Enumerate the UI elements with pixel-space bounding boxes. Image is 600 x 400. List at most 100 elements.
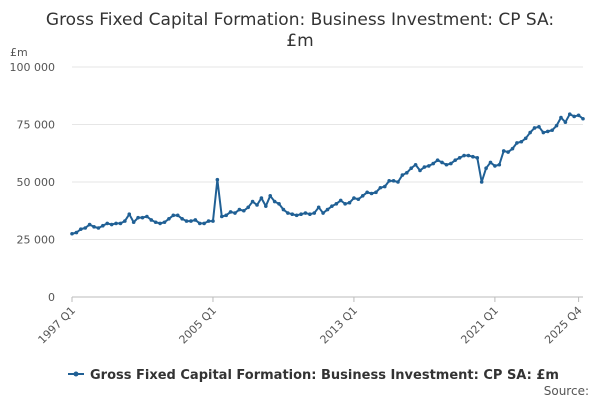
data-point[interactable]: [559, 115, 563, 120]
data-point[interactable]: [519, 139, 524, 144]
data-point[interactable]: [427, 164, 431, 168]
data-point[interactable]: [197, 221, 202, 226]
data-point[interactable]: [453, 158, 458, 162]
data-point[interactable]: [369, 191, 374, 196]
data-point[interactable]: [554, 123, 559, 128]
data-point[interactable]: [242, 208, 246, 213]
data-point[interactable]: [387, 179, 391, 183]
data-point[interactable]: [87, 222, 92, 227]
data-point[interactable]: [537, 125, 541, 129]
data-point[interactable]: [356, 197, 361, 202]
data-point[interactable]: [255, 203, 259, 207]
data-point[interactable]: [532, 126, 537, 130]
data-point[interactable]: [431, 161, 436, 166]
data-point[interactable]: [281, 207, 286, 212]
data-point[interactable]: [109, 222, 114, 227]
data-point[interactable]: [422, 165, 427, 169]
data-point[interactable]: [299, 212, 303, 216]
data-point[interactable]: [510, 146, 515, 151]
data-point[interactable]: [224, 213, 228, 218]
data-point[interactable]: [140, 215, 145, 220]
data-point[interactable]: [171, 213, 176, 218]
data-point[interactable]: [528, 130, 532, 135]
data-point[interactable]: [523, 136, 528, 141]
data-point[interactable]: [286, 211, 290, 215]
data-point[interactable]: [545, 129, 550, 134]
data-point[interactable]: [290, 212, 295, 216]
data-point[interactable]: [338, 198, 343, 203]
data-point[interactable]: [506, 150, 510, 154]
data-point[interactable]: [343, 202, 347, 206]
data-point[interactable]: [404, 171, 409, 175]
data-point[interactable]: [268, 194, 273, 198]
data-point[interactable]: [149, 218, 154, 222]
data-point[interactable]: [563, 120, 568, 124]
data-point[interactable]: [396, 180, 400, 184]
data-point[interactable]: [360, 194, 365, 198]
data-point[interactable]: [250, 199, 255, 204]
data-point[interactable]: [400, 173, 405, 177]
data-point[interactable]: [162, 220, 167, 225]
data-point[interactable]: [131, 220, 136, 225]
data-point[interactable]: [92, 225, 96, 229]
data-point[interactable]: [325, 207, 330, 212]
data-point[interactable]: [413, 162, 418, 167]
data-point[interactable]: [312, 211, 317, 215]
data-point[interactable]: [541, 130, 546, 135]
data-point[interactable]: [228, 210, 233, 214]
data-point[interactable]: [114, 221, 118, 226]
data-point[interactable]: [215, 177, 220, 182]
data-point[interactable]: [484, 166, 488, 170]
data-point[interactable]: [572, 114, 576, 119]
data-point[interactable]: [175, 213, 180, 218]
data-point[interactable]: [391, 179, 396, 183]
data-point[interactable]: [202, 221, 206, 226]
data-point[interactable]: [189, 219, 193, 223]
data-point[interactable]: [576, 113, 581, 118]
data-point[interactable]: [347, 200, 352, 205]
data-point[interactable]: [206, 219, 211, 223]
data-point[interactable]: [471, 154, 475, 159]
data-point[interactable]: [581, 116, 585, 121]
data-point[interactable]: [449, 161, 453, 166]
data-point[interactable]: [550, 128, 554, 133]
data-point[interactable]: [466, 153, 471, 158]
data-point[interactable]: [118, 221, 123, 226]
data-point[interactable]: [264, 204, 268, 208]
data-point[interactable]: [158, 221, 162, 226]
data-point[interactable]: [444, 162, 449, 167]
data-point[interactable]: [136, 215, 140, 220]
data-point[interactable]: [105, 221, 110, 226]
data-point[interactable]: [475, 156, 480, 160]
data-point[interactable]: [418, 168, 422, 173]
data-point[interactable]: [277, 202, 281, 206]
data-point[interactable]: [70, 231, 74, 236]
data-point[interactable]: [219, 214, 224, 219]
data-point[interactable]: [184, 219, 189, 223]
data-point[interactable]: [316, 205, 321, 210]
data-point[interactable]: [167, 217, 171, 221]
data-point[interactable]: [193, 218, 198, 222]
data-point[interactable]: [440, 160, 444, 165]
legend[interactable]: Gross Fixed Capital Formation: Business …: [68, 368, 559, 383]
data-point[interactable]: [96, 226, 101, 230]
data-point[interactable]: [378, 185, 383, 190]
data-point[interactable]: [501, 149, 506, 153]
data-point[interactable]: [365, 190, 369, 195]
data-point[interactable]: [127, 212, 132, 216]
data-point[interactable]: [211, 219, 215, 223]
data-point[interactable]: [334, 202, 339, 206]
data-point[interactable]: [233, 211, 237, 215]
data-point[interactable]: [330, 204, 334, 208]
data-point[interactable]: [462, 153, 466, 158]
data-point[interactable]: [237, 207, 242, 212]
data-point[interactable]: [374, 190, 378, 195]
data-point[interactable]: [382, 184, 387, 189]
data-point[interactable]: [74, 230, 79, 235]
data-point[interactable]: [303, 211, 308, 215]
data-point[interactable]: [567, 112, 572, 116]
data-point[interactable]: [457, 156, 462, 160]
data-point[interactable]: [123, 219, 127, 223]
data-point[interactable]: [409, 166, 414, 170]
data-point[interactable]: [294, 213, 299, 218]
